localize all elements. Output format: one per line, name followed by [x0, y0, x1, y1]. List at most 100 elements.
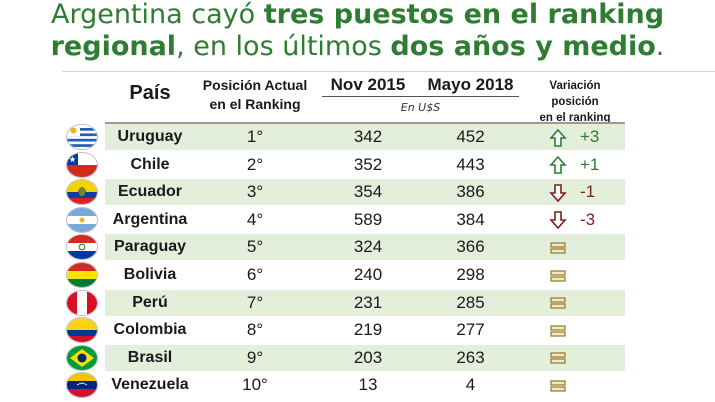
- value-mayo-2018: 443: [456, 154, 485, 174]
- headline-line-2: regional, en los últimos dos años y medi…: [0, 30, 715, 64]
- current-position: 5°: [246, 237, 264, 257]
- equal-icon: [540, 345, 576, 371]
- country-name: Perú: [132, 293, 168, 311]
- value-nov-2015: 342: [353, 127, 383, 146]
- equal-icon: [540, 372, 576, 398]
- equal-icon: [540, 290, 576, 316]
- table-row: Argentina 4° 589 384 -3: [0, 206, 715, 233]
- flag-icon: [67, 263, 97, 287]
- header-variacion-line-2: en el ranking: [539, 112, 611, 124]
- value-nov-2015: 240: [353, 265, 383, 284]
- table-row: Chile 2° 352 443 +1: [0, 151, 715, 178]
- value-mayo-2018: 452: [456, 127, 485, 146]
- variation-value: [580, 317, 625, 343]
- value-mayo-2018: 4: [465, 375, 476, 395]
- down-arrow-icon: [540, 179, 576, 205]
- headline-text: , en los últimos: [176, 31, 391, 62]
- value-nov-2015: 13: [358, 375, 378, 395]
- country-name: Uruguay: [117, 128, 183, 145]
- header-posicion-line-2: en el Ranking: [209, 96, 301, 112]
- header-posicion-line-1: Posición Actual: [202, 77, 308, 93]
- row-band: [105, 344, 625, 371]
- current-position: 9°: [246, 347, 264, 367]
- row-band: [105, 262, 625, 288]
- table-row: Colombia 8° 219 277: [0, 317, 715, 344]
- value-mayo-2018: 386: [456, 182, 485, 202]
- row-band: [105, 234, 625, 261]
- value-mayo-2018: 298: [456, 265, 485, 284]
- table-row: Bolivia 6° 240 298: [0, 262, 715, 288]
- value-mayo-2018: 384: [456, 209, 485, 229]
- table-row: Brasil 9° 203 263: [0, 344, 715, 371]
- variation-value: [580, 372, 625, 398]
- country-name: Bolivia: [123, 266, 177, 283]
- down-arrow-icon: [540, 207, 576, 233]
- variation-value: [580, 262, 625, 288]
- table-row: Perú 7° 231 285: [0, 289, 715, 316]
- current-position: 4°: [246, 209, 264, 229]
- value-nov-2015: 589: [353, 209, 383, 229]
- row-band: [105, 372, 625, 399]
- flag-icon: [67, 125, 97, 149]
- value-mayo-2018: 366: [456, 237, 485, 257]
- current-position: 1°: [246, 127, 264, 146]
- row-band: [105, 289, 625, 316]
- headline-text: .: [655, 31, 665, 62]
- current-position: 8°: [246, 320, 264, 340]
- current-position: 2°: [246, 154, 264, 174]
- country-name: Paraguay: [113, 238, 187, 256]
- value-nov-2015: 324: [353, 237, 383, 257]
- table-row: Venezuela 10° 13 4: [0, 372, 715, 399]
- value-nov-2015: 231: [353, 292, 383, 312]
- headline-bold-text: tres puestos en el ranking: [263, 0, 665, 30]
- divider: [62, 71, 715, 72]
- variation-value: -3: [580, 209, 596, 229]
- country-name: Chile: [130, 155, 170, 173]
- headline-bold-text: regional: [50, 31, 177, 62]
- headline-line-1: Argentina cayó tres puestos en el rankin…: [0, 0, 715, 32]
- variation-value: [580, 290, 625, 316]
- current-position: 10°: [242, 375, 268, 395]
- variation-value: +1: [580, 154, 600, 174]
- flag-icon: [67, 152, 97, 177]
- header-variacion-line-1: Variación posición: [549, 80, 601, 108]
- flag-icon: [67, 180, 97, 205]
- row-band: [105, 151, 625, 178]
- value-nov-2015: 354: [353, 182, 383, 202]
- row-band: [105, 317, 625, 344]
- value-mayo-2018: 277: [456, 320, 485, 340]
- header-currency-note: En U$S: [400, 101, 441, 114]
- value-nov-2015: 219: [353, 320, 383, 340]
- row-band: [105, 179, 625, 206]
- variation-value: [580, 345, 625, 371]
- up-arrow-icon: [540, 124, 576, 150]
- header-nov-2015: Nov 2015: [330, 75, 406, 94]
- value-nov-2015: 203: [353, 347, 383, 367]
- header-mayo-2018: Mayo 2018: [427, 75, 514, 94]
- header-posicion: Posición Actual en el Ranking: [195, 76, 315, 114]
- value-mayo-2018: 263: [456, 347, 485, 367]
- flag-icon: [67, 235, 97, 260]
- headline-text: Argentina cayó: [50, 0, 264, 30]
- current-position: 6°: [246, 265, 264, 284]
- equal-icon: [540, 317, 576, 343]
- country-name: Argentina: [112, 210, 188, 228]
- row-band: [105, 124, 625, 150]
- flag-icon: [67, 345, 97, 370]
- header-variacion: Variación posición en el ranking: [525, 78, 625, 126]
- variation-value: +3: [580, 127, 600, 146]
- table-row: Ecuador 3° 354 386 -1: [0, 179, 715, 206]
- headline-bold-text: dos años y medio: [390, 31, 656, 62]
- value-mayo-2018: 285: [456, 292, 485, 312]
- header-underline: [322, 96, 519, 97]
- flag-icon: [67, 290, 97, 315]
- country-name: Ecuador: [117, 183, 182, 201]
- header-rule: [105, 122, 625, 124]
- flag-icon: [67, 207, 97, 232]
- variation-value: [580, 234, 625, 260]
- country-name: Colombia: [113, 321, 187, 339]
- row-band: [105, 206, 625, 233]
- flag-icon: [67, 318, 97, 343]
- current-position: 3°: [246, 182, 264, 202]
- value-nov-2015: 352: [353, 154, 383, 174]
